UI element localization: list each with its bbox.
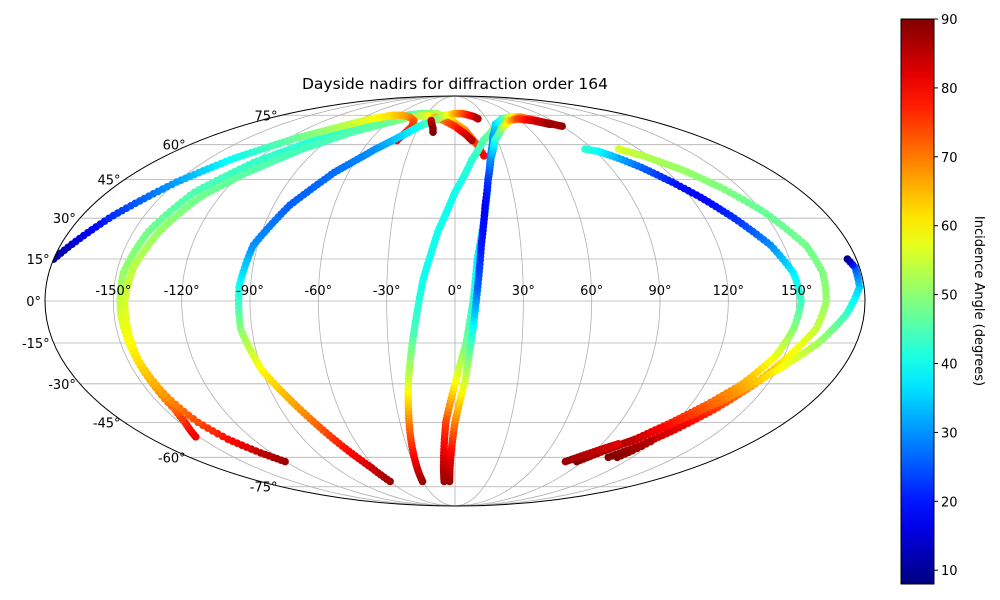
- colorbar-tick-label: 90: [941, 13, 958, 28]
- data-point: [429, 128, 437, 136]
- y-tick-label: 45°: [98, 174, 121, 189]
- colorbar-tick-label: 30: [941, 426, 958, 441]
- plot-area: [44, 95, 866, 507]
- chart-title: Dayside nadirs for diffraction order 164: [302, 75, 608, 93]
- x-tick-label: 60°: [580, 284, 603, 299]
- data-point: [581, 145, 589, 153]
- colorbar-tick-label: 10: [941, 564, 958, 579]
- x-tick-label: -150°: [95, 284, 131, 299]
- data-point: [646, 437, 655, 446]
- y-tick-label: 75°: [254, 109, 277, 124]
- x-tick-label: -120°: [164, 284, 200, 299]
- y-tick-label: -15°: [22, 337, 50, 352]
- y-tick-label: 0°: [26, 295, 41, 310]
- colorbar-ticks: 10 20 30 40 50 60 70 80 90: [934, 13, 958, 579]
- data-point: [614, 440, 623, 448]
- y-tick-label: -30°: [48, 378, 76, 393]
- x-tick-label: 30°: [512, 284, 535, 299]
- y-tick-label: -45°: [93, 416, 121, 431]
- y-tick-label: -60°: [158, 451, 186, 466]
- x-tick-label: -60°: [304, 284, 332, 299]
- y-tick-label: 15°: [27, 253, 50, 268]
- colorbar: 10 20 30 40 50 60 70 80 90 Incidence Angle (degr…: [900, 13, 986, 585]
- x-tick-label: 120°: [713, 284, 744, 299]
- colorbar-tick-label: 40: [941, 358, 958, 373]
- map-outline: [44, 95, 866, 507]
- colorbar-tick-label: 20: [941, 495, 958, 510]
- data-point: [480, 152, 488, 160]
- data-point: [468, 136, 476, 145]
- colorbar-tick-label: 70: [941, 151, 958, 166]
- colorbar-tick-label: 80: [941, 82, 958, 97]
- y-tick-label: -75°: [250, 481, 278, 496]
- data-point: [843, 255, 852, 263]
- y-tick-labels: -75° -60° -45° -30° -15° 0° 15° 30° 45° 60° 75°: [22, 109, 278, 495]
- data-points: [49, 109, 864, 486]
- colorbar-gradient: [900, 18, 935, 585]
- x-tick-label: 0°: [448, 284, 463, 299]
- data-point: [545, 120, 554, 129]
- y-tick-label: 30°: [53, 212, 76, 227]
- colorbar-tick-label: 60: [941, 220, 958, 235]
- colorbar-tick-label: 50: [941, 289, 958, 304]
- colorbar-label: Incidence Angle (degrees): [971, 216, 986, 386]
- x-tick-label: 150°: [781, 284, 812, 299]
- data-point: [614, 145, 623, 153]
- data-point: [474, 114, 482, 123]
- x-tick-label: 90°: [648, 284, 671, 299]
- y-tick-label: 60°: [163, 139, 186, 154]
- x-tick-label: -90°: [236, 284, 264, 299]
- x-tick-labels: -150° -120° -90° -60° -30° 0° 30° 60° 90° 120° 150…: [95, 284, 812, 299]
- data-point: [558, 122, 566, 131]
- x-tick-label: -30°: [373, 284, 401, 299]
